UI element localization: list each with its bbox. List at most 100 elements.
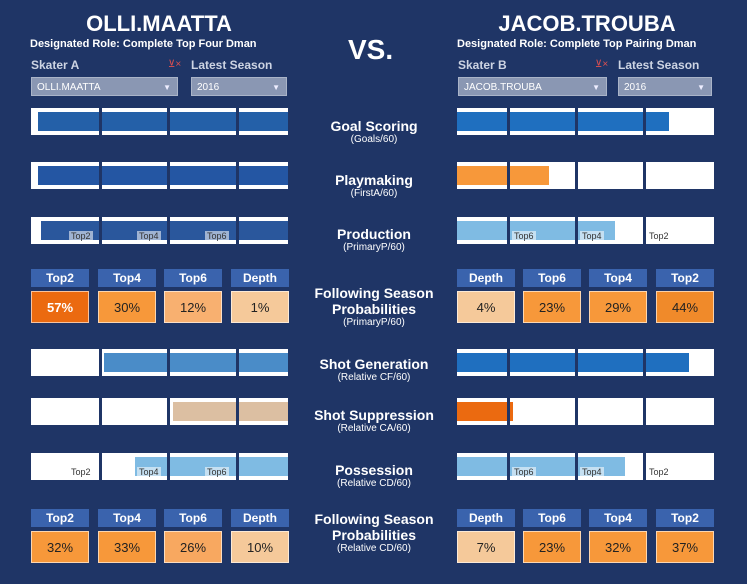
- skater-b-role: Designated Role: Complete Top Pairing Dm…: [457, 38, 697, 50]
- chevron-down-icon: ▼: [697, 83, 705, 92]
- prob-header: Top6: [164, 269, 222, 287]
- metric-title-text: Production: [337, 226, 411, 242]
- skater-b-season-dropdown[interactable]: 2016 ▼: [618, 77, 712, 96]
- threshold-tick: [643, 453, 646, 480]
- metric-subtitle-text: (Relative CD/60): [337, 478, 411, 489]
- prob-cell: 26%: [164, 531, 222, 563]
- prob-title-line1: Following Season: [314, 511, 434, 527]
- metric-title-goal_scoring: Goal Scoring (Goals/60): [298, 118, 450, 146]
- threshold-label: Top6: [512, 467, 536, 478]
- threshold-tick: [99, 162, 102, 189]
- metric-title-text: Playmaking: [335, 172, 413, 188]
- prob-header: Top2: [31, 269, 89, 287]
- prob-cell: 10%: [231, 531, 289, 563]
- skater-a-season-value: 2016: [197, 82, 220, 93]
- threshold-label: Top4: [137, 467, 161, 478]
- prob-title-line2: Probabilities: [331, 527, 417, 543]
- skater-b-label: Skater B: [458, 58, 507, 72]
- threshold-label: Top2: [649, 467, 669, 477]
- prob-subtitle: (PrimaryP/60): [343, 317, 405, 328]
- threshold-label: Top4: [137, 231, 161, 242]
- threshold-tick: [167, 162, 170, 189]
- chevron-down-icon: ▼: [163, 83, 171, 92]
- threshold-tick: [167, 217, 170, 244]
- threshold-label: Top4: [580, 231, 604, 242]
- prob-title-probabilities_2: Following Season Probabilities (Relative C…: [298, 511, 450, 555]
- filter-clear-icon[interactable]: ⊻×: [595, 59, 609, 70]
- threshold-tick: [507, 398, 510, 425]
- metric-bar-fill: [38, 166, 288, 185]
- prob-cell: 44%: [656, 291, 714, 323]
- prob-cell: 1%: [231, 291, 289, 323]
- skater-b-dropdown[interactable]: JACOB.TROUBA ▼: [458, 77, 607, 96]
- metric-bar-a-shot_generation: [31, 349, 288, 376]
- metric-title-text: Shot Generation: [319, 356, 429, 372]
- threshold-tick: [575, 453, 578, 480]
- skater-a-season-dropdown[interactable]: 2016 ▼: [191, 77, 287, 96]
- metric-bar-fill: [38, 112, 288, 131]
- metric-subtitle-text: (Relative CA/60): [337, 423, 411, 434]
- filter-clear-icon[interactable]: ⊻×: [168, 59, 182, 70]
- metric-bar-a-shot_suppression: [31, 398, 288, 425]
- threshold-tick: [643, 398, 646, 425]
- metric-bar-b-shot_generation: [457, 349, 714, 376]
- skater-a-dropdown[interactable]: OLLI.MAATTA ▼: [31, 77, 178, 96]
- threshold-tick: [507, 453, 510, 480]
- threshold-tick: [167, 398, 170, 425]
- prob-header: Top6: [164, 509, 222, 527]
- metric-subtitle-text: (Goals/60): [350, 134, 398, 145]
- vs-title: VS.: [348, 34, 394, 65]
- metric-title-playmaking: Playmaking (FirstA/60): [298, 172, 450, 200]
- prob-header: Top4: [589, 509, 647, 527]
- threshold-tick: [575, 108, 578, 135]
- skater-a-season-label: Latest Season: [191, 58, 273, 72]
- threshold-tick: [643, 162, 646, 189]
- threshold-tick: [236, 398, 239, 425]
- metric-bar-fill: [457, 112, 669, 131]
- prob-cell: 32%: [31, 531, 89, 563]
- threshold-label: Top6: [205, 467, 229, 478]
- chevron-down-icon: ▼: [272, 83, 280, 92]
- metric-bar-b-shot_suppression: [457, 398, 714, 425]
- prob-cell: 32%: [589, 531, 647, 563]
- threshold-tick: [507, 349, 510, 376]
- threshold-label: Top2: [649, 231, 669, 241]
- prob-header: Top6: [523, 269, 581, 287]
- threshold-tick: [236, 162, 239, 189]
- metric-bar-fill: [457, 402, 513, 421]
- threshold-tick: [99, 217, 102, 244]
- prob-cell: 4%: [457, 291, 515, 323]
- skater-b-season-value: 2016: [624, 82, 647, 93]
- threshold-tick: [236, 349, 239, 376]
- metric-bar-fill: [173, 402, 288, 421]
- skater-b-dropdown-value: JACOB.TROUBA: [464, 82, 542, 93]
- prob-cell: 33%: [98, 531, 156, 563]
- skater-a-label: Skater A: [31, 58, 80, 72]
- metric-title-production: Production (PrimaryP/60): [298, 226, 450, 254]
- prob-cell: 29%: [589, 291, 647, 323]
- prob-header: Top2: [31, 509, 89, 527]
- metric-bar-b-production: Top6 Top4 Top2: [457, 217, 714, 244]
- metric-title-shot_generation: Shot Generation (Relative CF/60): [298, 356, 450, 384]
- prob-header: Top2: [656, 509, 714, 527]
- skater-b-name: JACOB.TROUBA: [498, 11, 676, 36]
- prob-header: Top2: [656, 269, 714, 287]
- threshold-tick: [236, 453, 239, 480]
- metric-bar-fill: [104, 353, 288, 372]
- threshold-tick: [167, 453, 170, 480]
- metric-bar-fill: [135, 457, 288, 476]
- metric-title-text: Goal Scoring: [330, 118, 418, 134]
- metric-bar-b-goal_scoring: [457, 108, 714, 135]
- prob-header: Depth: [231, 509, 289, 527]
- prob-cell: 57%: [31, 291, 89, 323]
- prob-header: Depth: [457, 269, 515, 287]
- threshold-tick: [575, 217, 578, 244]
- skater-a-dropdown-value: OLLI.MAATTA: [37, 82, 101, 93]
- threshold-tick: [236, 108, 239, 135]
- prob-cell: 37%: [656, 531, 714, 563]
- metric-title-text: Possession: [335, 462, 413, 478]
- threshold-tick: [99, 349, 102, 376]
- prob-title-line2: Probabilities: [331, 301, 417, 317]
- threshold-label: Top2: [71, 467, 91, 477]
- metric-subtitle-text: (Relative CF/60): [337, 372, 411, 383]
